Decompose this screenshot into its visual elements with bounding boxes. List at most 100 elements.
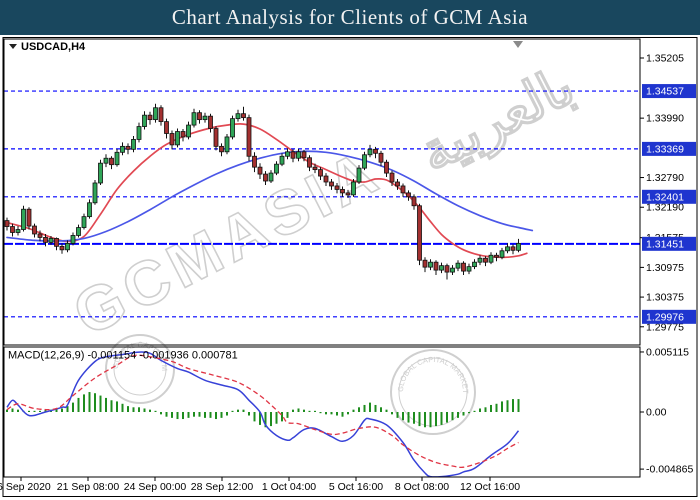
candle-body-down bbox=[345, 192, 351, 196]
candle bbox=[186, 121, 191, 140]
candle-body-down bbox=[246, 117, 252, 157]
candle-body-down bbox=[290, 151, 296, 159]
candle bbox=[213, 126, 219, 151]
candle bbox=[65, 240, 70, 253]
price-tick-label: 1.32790 bbox=[646, 172, 684, 184]
candle-body-down bbox=[510, 246, 516, 251]
time-tick-label: 5 Oct 16:00 bbox=[329, 481, 383, 493]
candle-body-down bbox=[329, 181, 334, 187]
window-border bbox=[2, 37, 698, 497]
price-tick-label: 1.29775 bbox=[646, 321, 684, 333]
candle-body-down bbox=[312, 166, 318, 171]
candle-body-down bbox=[411, 196, 417, 207]
price-badge-label: 1.33369 bbox=[646, 143, 684, 155]
candle-body-up bbox=[87, 202, 92, 218]
candle bbox=[516, 238, 521, 253]
candle bbox=[378, 150, 384, 167]
candle bbox=[180, 129, 186, 142]
candle bbox=[21, 205, 26, 232]
candle-body-down bbox=[180, 131, 186, 138]
symbol-label: USDCAD,H4 bbox=[21, 41, 86, 53]
candle-body-up bbox=[516, 242, 521, 251]
candle-body-up bbox=[142, 114, 147, 127]
candle-body-down bbox=[301, 151, 307, 159]
time-tick-label: 1 Oct 04:00 bbox=[262, 481, 316, 493]
candle bbox=[169, 130, 175, 150]
stamp-left-outer-circle bbox=[105, 334, 175, 404]
candle bbox=[439, 262, 444, 274]
price-badge-bg bbox=[642, 309, 696, 324]
candle bbox=[202, 112, 208, 123]
candle-body-up bbox=[439, 265, 444, 271]
price-badge-bg bbox=[642, 84, 696, 99]
candle-body-up bbox=[136, 126, 142, 140]
candle-body-up bbox=[499, 250, 505, 258]
candle bbox=[235, 109, 241, 122]
candle-body-down bbox=[318, 169, 323, 177]
candle-body-up bbox=[362, 154, 367, 169]
candle bbox=[208, 113, 213, 133]
candle bbox=[219, 143, 224, 157]
candle-body-down bbox=[406, 192, 411, 198]
candle-body-up bbox=[351, 181, 356, 196]
candle bbox=[362, 151, 367, 171]
macd-tick-label: 0.00 bbox=[646, 407, 667, 419]
candle bbox=[499, 247, 505, 260]
candle bbox=[428, 259, 433, 271]
candle-body-up bbox=[488, 254, 494, 263]
candle bbox=[472, 259, 477, 270]
candle bbox=[81, 213, 87, 230]
candle-body-up bbox=[65, 242, 70, 251]
candle-body-down bbox=[378, 152, 384, 163]
candle-body-up bbox=[120, 145, 125, 153]
candle bbox=[483, 256, 488, 267]
candle bbox=[367, 144, 373, 158]
candle bbox=[263, 171, 268, 185]
candle bbox=[4, 217, 10, 231]
candle bbox=[114, 148, 120, 167]
candle bbox=[98, 159, 103, 185]
candle-body-up bbox=[21, 208, 26, 230]
candle bbox=[32, 223, 37, 238]
price-level-badge: 1.29976 bbox=[642, 309, 696, 324]
level-lines bbox=[4, 90, 640, 318]
candle bbox=[296, 148, 301, 162]
candle bbox=[345, 189, 351, 198]
candle bbox=[433, 260, 439, 276]
page-title: Chart Analysis for Clients of GCM Asia bbox=[171, 5, 529, 29]
candle-body-up bbox=[202, 115, 208, 121]
candle bbox=[510, 244, 516, 255]
candle bbox=[241, 106, 246, 121]
candle-body-down bbox=[444, 265, 450, 273]
symbol-label-group[interactable]: USDCAD,H4 bbox=[9, 41, 86, 53]
candle bbox=[323, 173, 329, 186]
candle-body-up bbox=[450, 267, 455, 273]
time-tick-label: 8 Oct 08:00 bbox=[395, 481, 449, 493]
candle-body-up bbox=[367, 148, 373, 156]
candle bbox=[224, 133, 230, 155]
candle-body-up bbox=[81, 216, 87, 228]
price-tick-label: 1.33990 bbox=[646, 113, 684, 125]
time-tick-label: 16 Sep 2020 bbox=[0, 481, 51, 493]
candle bbox=[334, 182, 340, 194]
price-level-badge: 1.34537 bbox=[642, 84, 696, 99]
candle bbox=[54, 237, 59, 251]
candle-body-down bbox=[197, 112, 202, 121]
candle-body-up bbox=[131, 139, 136, 150]
candle bbox=[87, 199, 92, 219]
candle-body-up bbox=[186, 124, 191, 138]
candle-body-down bbox=[43, 237, 48, 243]
price-tick-label: 1.30975 bbox=[646, 262, 684, 274]
symbol-dropdown-icon[interactable] bbox=[9, 44, 17, 49]
candle-body-down bbox=[109, 157, 114, 166]
price-tick-label: 1.35205 bbox=[646, 53, 684, 65]
candle bbox=[158, 105, 164, 126]
candle bbox=[268, 170, 274, 183]
candle bbox=[488, 252, 494, 265]
candle-body-down bbox=[373, 148, 378, 154]
candle bbox=[43, 233, 48, 247]
candle-body-down bbox=[158, 107, 164, 123]
candle bbox=[290, 149, 296, 163]
main-panel-border bbox=[3, 38, 641, 346]
